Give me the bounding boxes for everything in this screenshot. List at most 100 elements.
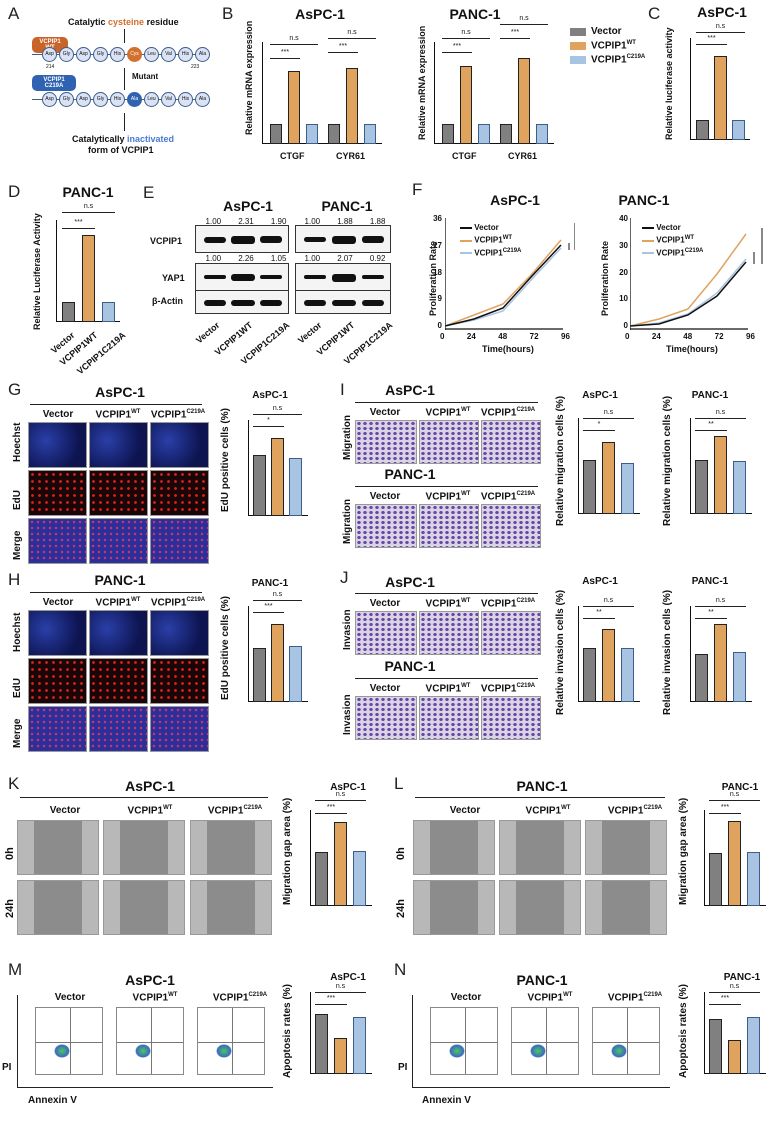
aa: Val: [161, 92, 176, 107]
quant-row: 1.00 2.31 1.90: [205, 217, 287, 226]
microscopy-image: [150, 658, 209, 704]
transwell-image: [481, 504, 541, 548]
microscopy-image: [89, 706, 148, 752]
x-label: CYR61: [508, 151, 538, 161]
panel-title: AsPC-1: [125, 972, 175, 988]
panel-title: AsPC-1: [125, 778, 175, 794]
bar-chart-l: *** n.s: [704, 791, 766, 906]
bar-chart-j-panc1: ** n.s: [690, 597, 752, 702]
sequence-mut: Asp Gly Asp Gly His Ala Leu Val His Ala: [42, 92, 212, 107]
arrow-down-icon: [124, 113, 125, 131]
x-label: CTGF: [452, 151, 477, 161]
panel-label-e: E: [143, 183, 155, 202]
pos-start: 214: [46, 64, 55, 70]
panel-title: AsPC-1: [95, 384, 145, 400]
aa: His: [110, 92, 125, 107]
transwell-image: [481, 611, 541, 655]
aa: His: [178, 47, 193, 62]
flow-plot: [35, 1007, 103, 1075]
panel-label-k: K: [8, 774, 20, 793]
blot-actin-aspc: [195, 290, 289, 314]
y-label: Relative Luciferase Activity: [32, 213, 42, 330]
y-label: EdU positive cells (%): [220, 596, 231, 700]
y-label: Relative mRNA expression: [417, 25, 427, 140]
wound-image: [190, 880, 272, 935]
col-header: VCPIP1C219A: [480, 683, 536, 695]
col-header: VCPIP1WT: [425, 683, 471, 695]
bar-chart-c: *** n.s: [690, 23, 750, 140]
aa: Gly: [59, 47, 74, 62]
x-ticks: 0 24 48 72 96: [440, 332, 570, 341]
row-label: Migration: [342, 499, 353, 544]
aa: His: [110, 47, 125, 62]
line-chart-f-aspc1: [445, 218, 575, 330]
blot-title: AsPC-1: [223, 198, 273, 214]
aa-cys: Cys: [127, 47, 142, 62]
row-label: EdU: [12, 678, 23, 698]
axis-label: Annexin V: [422, 1095, 471, 1106]
col-header: Vector: [369, 683, 401, 694]
panel-label-b: B: [222, 4, 234, 23]
axis-label: PI: [398, 1062, 408, 1073]
microscopy-image: [150, 422, 209, 468]
aa: Asp: [76, 47, 91, 62]
row-label: 24h: [395, 899, 407, 918]
y-ticks: 36 27 18 9 0: [433, 214, 442, 330]
bar-chart-d: *** n.s: [56, 203, 120, 322]
aa-ala: Ala: [127, 92, 142, 107]
blot-title: PANC-1: [321, 198, 373, 214]
divider: [30, 592, 202, 593]
y-label: Apoptosis rates (%): [678, 984, 689, 1078]
aa: Gly: [93, 47, 108, 62]
col-header: VCPIP1WT: [132, 992, 178, 1004]
line-legend: Vector VCPIP1WT VCPIP1C219A: [642, 222, 703, 258]
row-label: Hoechst: [12, 422, 23, 462]
bar-chart-n: *** n.s: [704, 983, 766, 1074]
divider: [355, 678, 538, 679]
col-header: VCPIP1C219A: [607, 992, 663, 1004]
bar-chart-j-aspc1: ** n.s: [578, 597, 640, 702]
bar-chart-g: * n.s: [248, 405, 308, 516]
col-header: Vector: [369, 407, 401, 418]
row-label: EdU: [12, 490, 23, 510]
chart-title: PANC-1: [618, 192, 670, 208]
legend-item-mut: VCPIP1C219A: [570, 54, 645, 65]
microscopy-image: [150, 706, 209, 752]
wound-image: [103, 880, 185, 935]
panel-a-title: Catalytic cysteine residue: [68, 17, 179, 27]
divider: [355, 402, 538, 403]
panel-label-f: F: [412, 180, 423, 199]
flow-plot: [430, 1007, 498, 1075]
x-label: Time(hours): [666, 344, 718, 354]
blot-row-label: VCPIP1: [150, 236, 183, 246]
transwell-image: [419, 504, 479, 548]
row-label: Merge: [12, 718, 23, 748]
wound-image: [190, 820, 272, 875]
aa: Asp: [42, 92, 57, 107]
bar-chart-b-panc1: *** n.s *** n.s: [434, 15, 554, 144]
microscopy-image: [89, 518, 148, 564]
chart-title: AsPC-1: [330, 972, 366, 983]
x-ticks: 0 24 48 72 96: [625, 332, 755, 341]
row-label: Invasion: [342, 609, 353, 650]
chart-title: AsPC-1: [330, 782, 366, 793]
panel-title: AsPC-1: [385, 574, 435, 590]
col-header: VCPIP1WT: [95, 409, 141, 421]
wound-image: [585, 820, 667, 875]
row-label: 0h: [395, 847, 407, 860]
panel-a-bottom2: form of VCPIP1: [88, 145, 154, 155]
divider: [355, 486, 538, 487]
transwell-image: [419, 696, 479, 740]
blot-yap1-panc: [295, 263, 391, 291]
pos-end: 223: [191, 64, 200, 70]
microscopy-image: [28, 470, 87, 516]
mut-pill: VCPIP1 C219A: [32, 75, 76, 91]
divider: [20, 797, 268, 798]
row-label: Migration: [342, 415, 353, 460]
chart-title: AsPC-1: [582, 576, 618, 587]
x-label: CYR61: [336, 151, 366, 161]
x-arrow-icon: [412, 1087, 670, 1088]
flow-plot: [116, 1007, 184, 1075]
chart-title: AsPC-1: [697, 4, 747, 20]
blot-yap1-aspc: [195, 263, 289, 291]
